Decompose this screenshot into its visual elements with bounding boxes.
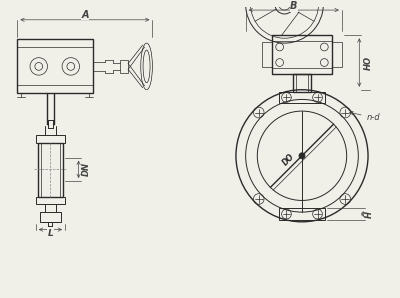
Bar (272, 35, 332, 74)
Bar (262, 42, 272, 67)
Bar (36, 135, 65, 143)
Text: B: B (290, 1, 298, 11)
Bar (279, 92, 325, 103)
Text: H: H (364, 211, 374, 218)
Circle shape (299, 153, 305, 159)
Text: n-d: n-d (350, 111, 380, 122)
Text: DO: DO (281, 152, 296, 167)
Bar (36, 197, 65, 204)
Text: A: A (81, 10, 89, 20)
Text: HO: HO (364, 55, 372, 70)
Bar (293, 74, 311, 92)
Text: L: L (48, 229, 53, 238)
Bar (40, 212, 61, 222)
Bar (38, 143, 63, 197)
Text: DN: DN (82, 162, 91, 176)
Bar (120, 60, 128, 73)
Bar (17, 39, 93, 93)
Bar (332, 42, 342, 67)
Bar (279, 208, 325, 220)
